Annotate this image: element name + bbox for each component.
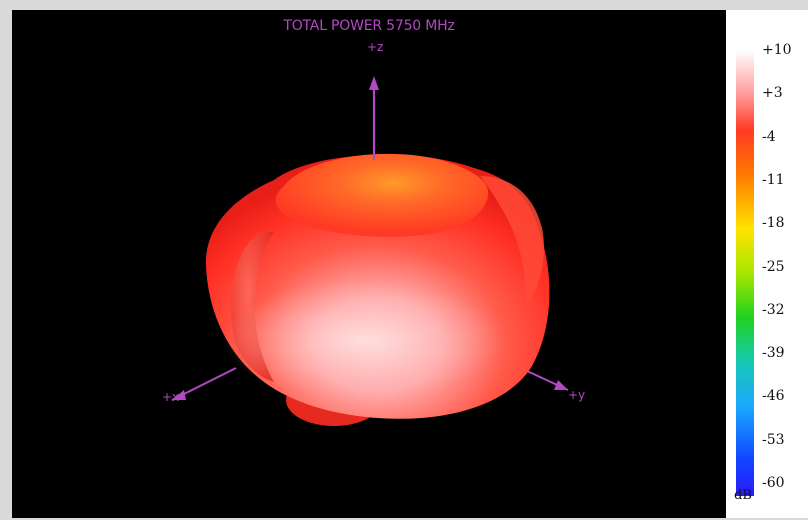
pattern-scene xyxy=(171,76,569,426)
colorbar-tick: -60 xyxy=(762,475,785,491)
colorbar-unit: dB xyxy=(734,488,752,503)
colorbar-tick: -11 xyxy=(762,171,785,188)
colorbar-tick: -4 xyxy=(762,128,776,145)
colorbar-tick: +10 xyxy=(762,42,792,58)
top-cap xyxy=(275,153,489,237)
highlight xyxy=(222,280,502,400)
x-axis-arrow xyxy=(172,390,186,400)
z-axis-label: +z xyxy=(367,40,384,54)
y-axis-label: +y xyxy=(568,388,586,402)
colorbar-tick: -53 xyxy=(762,431,785,448)
colorbar-tick: -32 xyxy=(762,301,785,318)
radiation-pattern-plot: TOTAL POWER 5750 MHz xyxy=(12,10,726,518)
y-axis-arrow xyxy=(554,380,568,390)
colorbar-tick: -25 xyxy=(762,258,785,275)
colorbar-tick: -39 xyxy=(762,345,785,362)
right-lobe xyxy=(480,176,544,310)
z-axis-arrow xyxy=(369,76,379,90)
plot-title: TOTAL POWER 5750 MHz xyxy=(283,18,455,34)
colorbar xyxy=(736,50,754,496)
x-axis-label: +x xyxy=(162,390,180,404)
colorbar-tick: -46 xyxy=(762,388,785,405)
color-scale: +10 +3 -4 -11 -18 -25 -32 -39 -46 -53 -60 dB xyxy=(726,10,808,518)
colorbar-tick: +3 xyxy=(762,85,783,102)
colorbar-tick: -18 xyxy=(762,215,785,232)
